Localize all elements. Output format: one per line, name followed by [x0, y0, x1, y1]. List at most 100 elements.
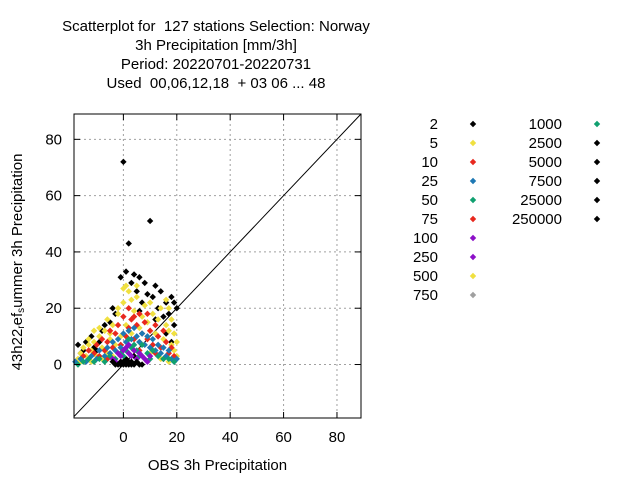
- legend-label: 25: [421, 173, 438, 190]
- data-point: [128, 296, 135, 303]
- data-point: [146, 327, 154, 334]
- data-point: [104, 316, 111, 323]
- legend-label: 2: [430, 116, 438, 133]
- data-point: [90, 327, 98, 334]
- data-point: [101, 327, 108, 334]
- data-point: [141, 319, 148, 326]
- data-point: [165, 347, 172, 354]
- legend-marker: [593, 196, 601, 204]
- plot-frame: [73, 113, 362, 419]
- data-point: [77, 355, 84, 363]
- data-point: [160, 355, 167, 363]
- y-axis-label-part-5: ummer 3h Precipitation: [9, 154, 26, 308]
- data-point: [90, 338, 98, 346]
- x-tick-label: 40: [222, 429, 239, 446]
- data-point: [152, 282, 159, 289]
- data-point: [104, 344, 111, 351]
- data-point: [165, 355, 172, 363]
- x-tick-label: 60: [275, 429, 292, 446]
- data-point: [125, 327, 132, 334]
- y-axis-label-part-4: s: [16, 308, 27, 313]
- data-point: [96, 355, 103, 363]
- data-point: [141, 302, 148, 309]
- data-point: [93, 341, 100, 349]
- data-point: [162, 296, 170, 303]
- legend-marker: [469, 291, 477, 299]
- legend-label: 25000: [520, 192, 562, 209]
- data-point: [168, 316, 175, 323]
- y-tick-label: 40: [45, 244, 62, 261]
- x-tick-label: 20: [168, 429, 185, 446]
- data-point: [130, 347, 138, 354]
- legend-marker: [593, 177, 601, 185]
- data-point: [144, 358, 151, 365]
- legend-marker: [469, 158, 477, 166]
- data-point: [130, 271, 138, 278]
- data-point: [122, 282, 130, 289]
- y-axis-label-part-1: 43h22: [9, 329, 26, 371]
- legend-label: 500: [413, 268, 438, 285]
- data-point: [149, 335, 156, 343]
- x-tick-label: 80: [329, 429, 346, 446]
- y-axis-label: 43h22refsummer 3h Precipitation: [9, 154, 27, 371]
- title-line-3: Period: 20220701-20220731: [120, 56, 312, 73]
- legend-marker: [593, 158, 601, 166]
- y-axis-label-part-2: r: [16, 325, 27, 329]
- data-point: [85, 335, 92, 343]
- data-point: [120, 313, 127, 320]
- data-point: [154, 333, 162, 340]
- data-point: [85, 355, 92, 363]
- data-point: [136, 310, 143, 318]
- data-point: [141, 279, 148, 287]
- diagonal-layer: [73, 113, 362, 417]
- data-point: [125, 305, 132, 312]
- data-point: [146, 299, 154, 306]
- data-point: [130, 313, 138, 320]
- data-point: [141, 355, 148, 363]
- data-point: [144, 333, 151, 340]
- legend-marker: [469, 253, 477, 261]
- data-point: [109, 321, 116, 329]
- data-point: [149, 347, 156, 354]
- data-point: [96, 324, 103, 332]
- data-point: [80, 344, 87, 351]
- axis-ticks: 0 20 40 60 80 0 20 40 60 80: [45, 114, 361, 446]
- data-point: [165, 310, 172, 318]
- data-point: [104, 338, 111, 346]
- data-point: [154, 316, 162, 323]
- data-point: [146, 217, 154, 225]
- data-point: [154, 352, 162, 360]
- data-point: [170, 330, 178, 337]
- data-point: [136, 350, 143, 357]
- data-point: [160, 327, 167, 334]
- legend-marker: [469, 177, 477, 185]
- data-point: [173, 305, 180, 312]
- legend-marker: [469, 272, 477, 280]
- data-point: [160, 313, 167, 320]
- data-point: [168, 293, 175, 301]
- legend-marker: [469, 139, 477, 147]
- legend-label: 750: [413, 287, 438, 304]
- data-point: [125, 288, 132, 295]
- legend-label: 100: [413, 230, 438, 247]
- data-point: [133, 333, 140, 340]
- legend-marker: [469, 120, 477, 128]
- data-point: [133, 288, 140, 295]
- data-point: [114, 335, 122, 343]
- y-tick-label: 60: [45, 188, 62, 205]
- data-point: [109, 358, 116, 365]
- legend-label: 75: [421, 211, 438, 228]
- data-point: [101, 358, 108, 365]
- data-point: [165, 327, 172, 334]
- legend-label: 10: [421, 154, 438, 171]
- data-point: [96, 347, 103, 354]
- data-point: [101, 347, 108, 354]
- legend-marker: [593, 215, 601, 223]
- data-point: [154, 341, 162, 349]
- data-point: [136, 338, 143, 346]
- legend-label: 250000: [512, 211, 562, 228]
- data-point: [160, 344, 167, 351]
- data-point: [80, 358, 87, 365]
- title-line-1: Scatterplot for 127 stations Selection: …: [62, 18, 370, 35]
